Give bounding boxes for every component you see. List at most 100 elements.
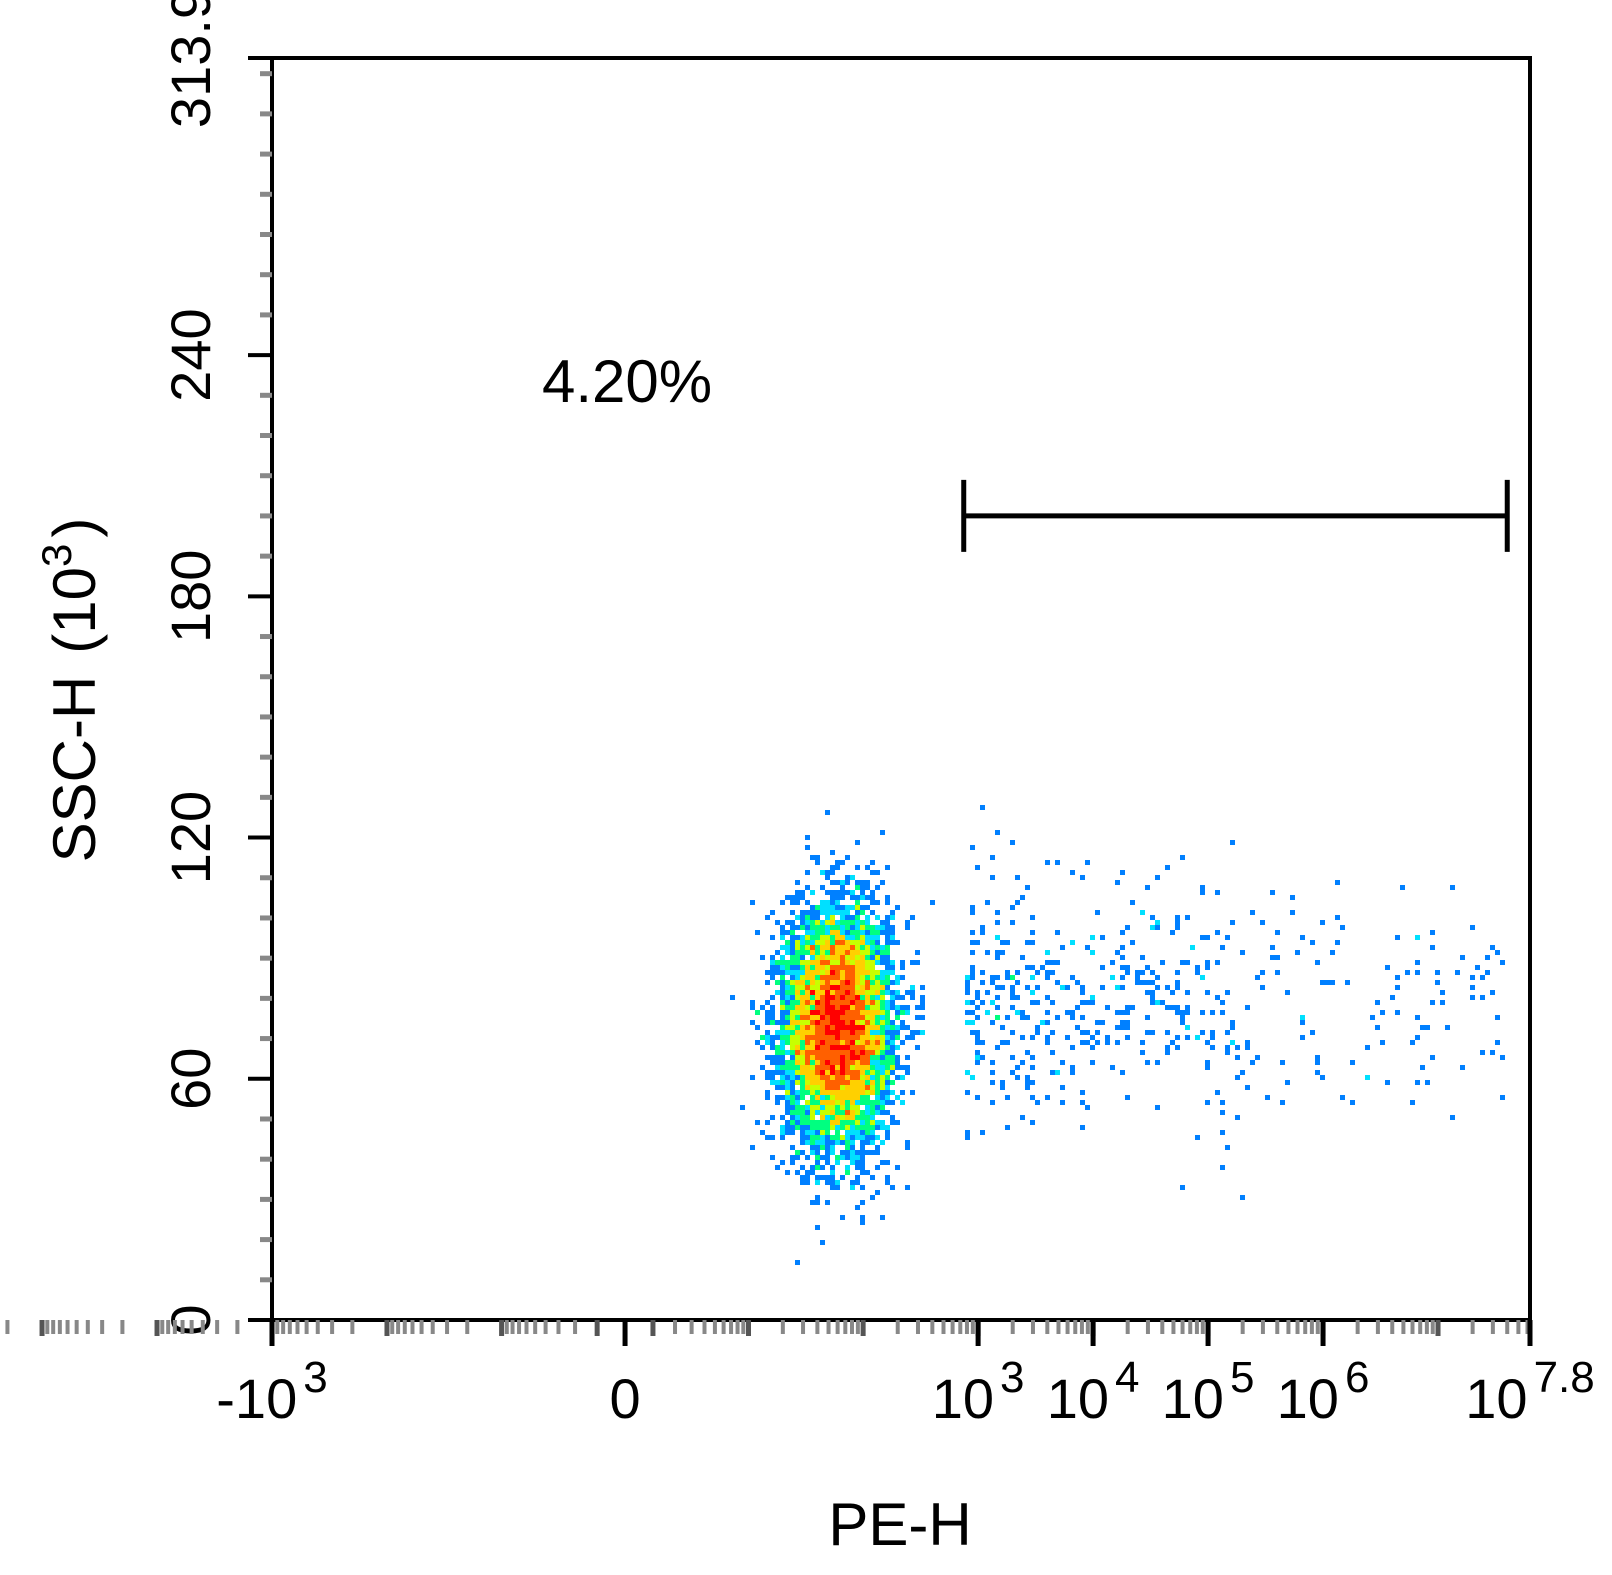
event-dot [885, 935, 890, 940]
event-dot [860, 890, 865, 895]
event-dot [810, 935, 815, 940]
event-dot [770, 1020, 775, 1025]
event-dot [965, 1090, 970, 1095]
event-dot [980, 925, 985, 930]
event-dot [1175, 1005, 1180, 1010]
event-dot [825, 1135, 830, 1140]
event-dot [800, 960, 805, 965]
event-dot [805, 870, 810, 875]
event-dot [885, 975, 890, 980]
event-dot [810, 960, 815, 965]
event-dot [885, 1045, 890, 1050]
event-dot [820, 885, 825, 890]
event-dot [970, 975, 975, 980]
event-dot [825, 1175, 830, 1180]
event-dot [870, 1085, 875, 1090]
event-dot [1115, 1010, 1120, 1015]
event-dot [800, 890, 805, 895]
event-dot [855, 910, 860, 915]
event-dot [825, 945, 830, 950]
event-dot [860, 1070, 865, 1075]
event-dot [835, 1095, 840, 1100]
event-dot [870, 1105, 875, 1110]
event-dot [850, 950, 855, 955]
event-dot [840, 1215, 845, 1220]
event-dot [820, 1045, 825, 1050]
event-dot [1090, 1060, 1095, 1065]
event-dot [1030, 1080, 1035, 1085]
event-dot [1385, 965, 1390, 970]
event-dot [970, 905, 975, 910]
event-dot [845, 1000, 850, 1005]
event-dot [860, 935, 865, 940]
event-dot [855, 975, 860, 980]
event-dot [1005, 975, 1010, 980]
event-dot [870, 1050, 875, 1055]
event-dot [1225, 1050, 1230, 1055]
event-dot [810, 950, 815, 955]
event-dot [885, 1030, 890, 1035]
event-dot [795, 1030, 800, 1035]
event-dot [880, 1010, 885, 1015]
event-dot [800, 970, 805, 975]
event-dot [815, 1120, 820, 1125]
event-dot [1210, 1045, 1215, 1050]
event-dot [835, 1135, 840, 1140]
event-dot [810, 1025, 815, 1030]
event-dot [815, 1105, 820, 1110]
event-dot [830, 1030, 835, 1035]
event-dot [770, 1015, 775, 1020]
event-dot [1045, 995, 1050, 1000]
event-dot [1050, 1050, 1055, 1055]
event-dot [1130, 900, 1135, 905]
event-dot [870, 1130, 875, 1135]
event-dot [1350, 1100, 1355, 1105]
event-dot [850, 1095, 855, 1100]
event-dot [825, 955, 830, 960]
event-dot [825, 1115, 830, 1120]
event-dot [1185, 1025, 1190, 1030]
event-dot [1015, 900, 1020, 905]
event-dot [820, 1115, 825, 1120]
event-dot [800, 1140, 805, 1145]
event-dot [830, 940, 835, 945]
gate-marker[interactable] [961, 479, 1510, 552]
event-dot [850, 940, 855, 945]
event-dot [1315, 1055, 1320, 1060]
event-dot [820, 910, 825, 915]
event-dot [805, 1020, 810, 1025]
event-dot [810, 1020, 815, 1025]
event-dot [815, 1045, 820, 1050]
event-dot [855, 1065, 860, 1070]
event-dot [795, 880, 800, 885]
event-dot [805, 1180, 810, 1185]
event-dot [800, 1175, 805, 1180]
event-dot [1260, 985, 1265, 990]
event-dot [1150, 970, 1155, 975]
event-dot [1430, 930, 1435, 935]
event-dot [810, 855, 815, 860]
event-dot [1165, 985, 1170, 990]
event-dot [835, 890, 840, 895]
event-dot [830, 985, 835, 990]
event-dot [900, 1090, 905, 1095]
event-dot [1030, 930, 1035, 935]
event-dot [805, 915, 810, 920]
event-dot [835, 1070, 840, 1075]
event-dot [1185, 990, 1190, 995]
event-dot [775, 1095, 780, 1100]
event-dot [800, 965, 805, 970]
event-dot [795, 1100, 800, 1105]
event-dot [1150, 925, 1155, 930]
event-dot [865, 980, 870, 985]
event-dot [855, 985, 860, 990]
event-dot [810, 1125, 815, 1130]
event-dot [770, 970, 775, 975]
event-dot [805, 1105, 810, 1110]
event-dot [970, 845, 975, 850]
event-dot [1385, 1080, 1390, 1085]
event-dot [840, 905, 845, 910]
event-dot [800, 1000, 805, 1005]
event-dot [885, 965, 890, 970]
event-dot [805, 920, 810, 925]
